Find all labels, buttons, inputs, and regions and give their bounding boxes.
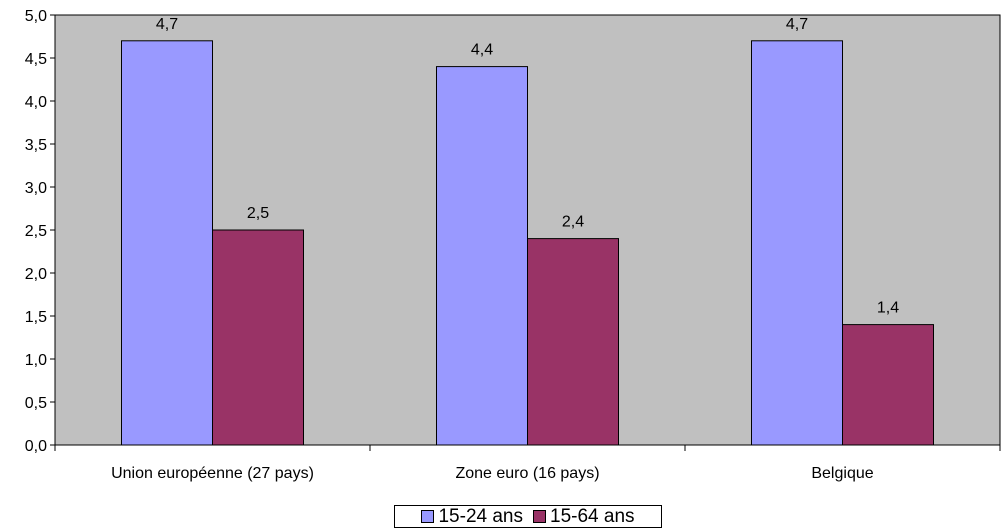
y-tick-label: 0,5 xyxy=(25,395,47,412)
data-label-series-2-2: 2,4 xyxy=(562,214,584,231)
y-tick-label: 3,5 xyxy=(25,137,47,154)
legend-item-series-1: 15-24 ans xyxy=(421,506,523,528)
legend-label-series-1: 15-24 ans xyxy=(438,505,523,527)
y-tick-label: 3,0 xyxy=(25,180,47,197)
legend: 15-24 ans 15-64 ans xyxy=(394,505,662,528)
y-tick-label: 1,0 xyxy=(25,352,47,369)
x-tick-label: Zone euro (16 pays) xyxy=(455,465,599,482)
bar-series-2-2 xyxy=(527,238,620,446)
y-tick-label: 2,0 xyxy=(25,266,47,283)
data-label-series-1-1: 4,7 xyxy=(156,16,178,33)
bar-chart: 0,0 0,5 1,0 1,5 2,0 2,5 3,0 3,5 4,0 4,5 5,0 Union … xyxy=(25,8,1001,482)
bar-series-1-2 xyxy=(435,66,528,446)
y-tick-label: 0,0 xyxy=(25,438,47,455)
data-label-series-2-1: 2,5 xyxy=(247,205,269,222)
y-tick-label: 2,5 xyxy=(25,223,47,240)
y-tick-label: 5,0 xyxy=(25,8,47,25)
data-labels: 4,7 2,5 4,4 2,4 4,7 1,4 xyxy=(156,16,899,317)
x-tick-label: Belgique xyxy=(811,465,873,482)
data-label-series-2-3: 1,4 xyxy=(877,300,899,317)
legend-swatch-series-1 xyxy=(421,510,435,523)
legend-label-series-2: 15-64 ans xyxy=(550,505,635,527)
bar-series-2-3 xyxy=(842,324,935,446)
y-tick-label: 4,0 xyxy=(25,94,47,111)
x-axis: Union européenne (27 pays) Zone euro (16 … xyxy=(54,444,1001,482)
legend-item-series-2: 15-64 ans xyxy=(533,506,635,528)
bar-series-1-3 xyxy=(750,40,844,446)
legend-swatch-series-2 xyxy=(533,510,546,523)
bar-series-2-1 xyxy=(212,229,305,446)
y-tick-label: 1,5 xyxy=(25,309,47,326)
x-tick-label: Union européenne (27 pays) xyxy=(111,465,314,482)
data-label-series-1-2: 4,4 xyxy=(471,42,493,59)
y-tick-label: 4,5 xyxy=(25,51,47,68)
y-axis: 0,0 0,5 1,0 1,5 2,0 2,5 3,0 3,5 4,0 4,5 5,0 xyxy=(25,8,56,455)
data-label-series-1-3: 4,7 xyxy=(786,16,808,33)
bars xyxy=(120,40,935,446)
bar-series-1-1 xyxy=(120,40,213,446)
